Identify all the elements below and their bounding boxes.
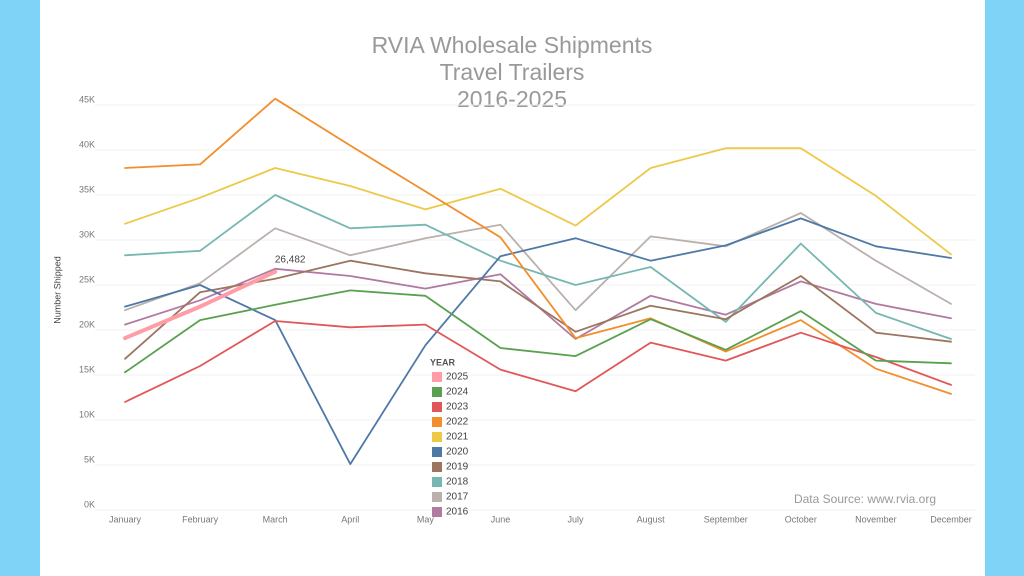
x-tick-label: September (704, 514, 748, 524)
x-tick-label: November (855, 514, 897, 524)
legend-label: 2020 (446, 447, 469, 458)
legend-label: 2024 (446, 387, 469, 398)
chart-title: 2016-2025 (457, 86, 567, 112)
legend-swatch (432, 477, 442, 487)
y-tick-label: 15K (79, 364, 95, 374)
x-tick-label: August (637, 514, 666, 524)
x-tick-label: April (341, 514, 359, 524)
legend-swatch (432, 432, 442, 442)
y-tick-label: 10K (79, 409, 95, 419)
legend-title: YEAR (430, 357, 456, 367)
legend-swatch (432, 492, 442, 502)
series-line (124, 97, 952, 395)
chart-title: RVIA Wholesale Shipments (372, 32, 653, 58)
x-tick-label: June (491, 514, 511, 524)
legend-label: 2022 (446, 417, 469, 428)
legend-swatch (432, 417, 442, 427)
series-line (124, 259, 952, 360)
legend-label: 2025 (446, 372, 469, 383)
legend-label: 2016 (446, 507, 469, 518)
legend-label: 2021 (446, 432, 469, 443)
legend-label: 2023 (446, 402, 469, 413)
data-label: 26,482 (275, 254, 306, 265)
y-tick-label: 5K (84, 454, 95, 464)
y-tick-label: 20K (79, 319, 95, 329)
chart-title: Travel Trailers (440, 59, 585, 85)
series-line (124, 147, 952, 256)
x-tick-label: December (930, 514, 972, 524)
y-tick-label: 30K (79, 229, 95, 239)
series-line (123, 269, 278, 341)
x-tick-label: May (417, 514, 435, 524)
x-tick-label: October (785, 514, 817, 524)
legend-swatch (432, 387, 442, 397)
x-tick-label: January (109, 514, 142, 524)
series-line (124, 194, 952, 340)
legend-swatch (432, 372, 442, 382)
series-line (124, 320, 952, 403)
y-tick-label: 0K (84, 499, 95, 509)
y-tick-label: 25K (79, 274, 95, 284)
series-line (124, 217, 952, 465)
y-tick-label: 45K (79, 94, 95, 104)
y-axis-label: Number Shipped (52, 256, 62, 324)
legend-swatch (432, 447, 442, 457)
series-line (124, 212, 952, 312)
annotation: Data Source: www.rvia.org (794, 492, 936, 506)
x-tick-label: July (568, 514, 585, 524)
legend-swatch (432, 462, 442, 472)
legend-label: 2019 (446, 462, 469, 473)
x-tick-label: February (182, 514, 219, 524)
series-line (124, 289, 952, 374)
x-tick-label: March (263, 514, 288, 524)
legend-label: 2017 (446, 492, 469, 503)
legend-swatch (432, 507, 442, 517)
chart-background (40, 0, 985, 576)
legend-swatch (432, 402, 442, 412)
y-tick-label: 40K (79, 139, 95, 149)
y-tick-label: 35K (79, 184, 95, 194)
legend-label: 2018 (446, 477, 469, 488)
